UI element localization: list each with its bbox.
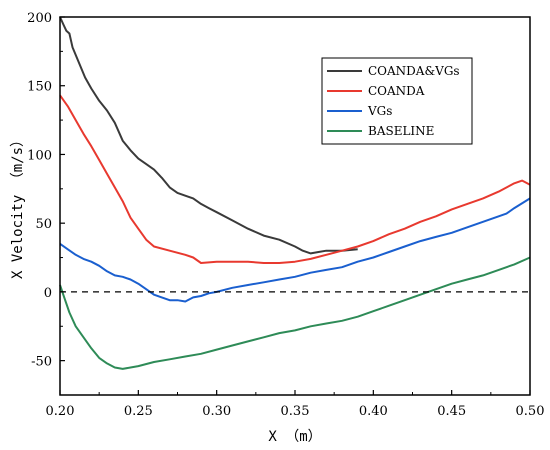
y-tick-label: 50 <box>35 217 52 232</box>
y-tick-label: 100 <box>27 148 52 163</box>
x-tick-label: 0.50 <box>516 404 545 419</box>
x-tick-label: 0.30 <box>202 404 231 419</box>
x-tick-label: 0.40 <box>359 404 388 419</box>
x-tick-label: 0.35 <box>281 404 310 419</box>
series-line-coanda <box>59 94 531 264</box>
x-tick-label: 0.25 <box>124 404 153 419</box>
series-line-baseline <box>59 256 531 370</box>
series-lines <box>59 16 531 370</box>
legend-label: COANDA <box>368 84 425 98</box>
legend: COANDA&VGs COANDA VGs BASELINE <box>321 57 473 145</box>
y-axis-title: X Velocity （m/s） <box>10 133 26 279</box>
series-line-coanda-vgs <box>59 16 358 255</box>
x-tick-label: 0.20 <box>46 404 75 419</box>
legend-label: BASELINE <box>368 124 434 138</box>
axis-ticks: 0.20 0.25 0.30 0.35 0.40 0.45 0.50 -50 0 50 100 150… <box>27 11 544 419</box>
y-tick-label: 0 <box>44 286 52 301</box>
y-tick-label: 150 <box>27 80 52 95</box>
y-tick-label: 200 <box>27 11 52 26</box>
legend-label: COANDA&VGs <box>368 64 460 78</box>
legend-box <box>321 57 473 145</box>
x-axis-title: X （m） <box>268 429 321 445</box>
series-line-vgs <box>59 197 531 303</box>
x-tick-label: 0.45 <box>437 404 466 419</box>
y-tick-label: -50 <box>31 355 52 370</box>
legend-label: VGs <box>367 104 392 118</box>
